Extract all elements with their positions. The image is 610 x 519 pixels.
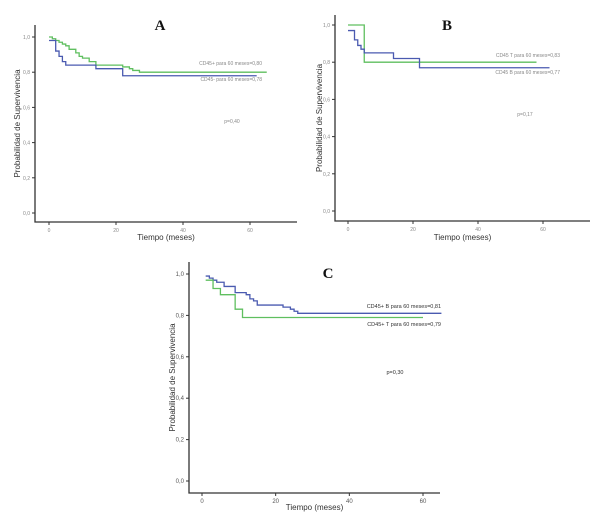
panel-title: C — [323, 266, 334, 282]
y-tick-label: 0,0 — [323, 209, 330, 215]
p-value-label: p=0,17 — [517, 112, 533, 118]
x-tick-label: 20 — [410, 227, 416, 233]
y-tick-label: 0,8 — [323, 60, 330, 66]
y-axis-label: Probabilidad de Supervivencia — [13, 69, 22, 178]
series-annotation: CD45- para 60 meses=0,78 — [200, 77, 262, 83]
series-annotation: CD45 B para 60 meses=0,77 — [495, 70, 560, 76]
y-tick-label: 0,6 — [23, 105, 30, 111]
y-tick-label: 0,6 — [176, 355, 185, 361]
chart-panel-a: 0,0 0,2 0,4 0,6 0,8 1,0 0 20 40 60 Probabilidad de… — [13, 18, 297, 242]
p-value-label: p=0,30 — [387, 370, 404, 376]
y-tick-label: 0,2 — [323, 172, 330, 178]
x-tick-label: 40 — [346, 499, 353, 505]
y-tick-label: 0,4 — [176, 396, 185, 402]
axis-lines — [334, 15, 590, 222]
survival-curve — [49, 39, 257, 77]
x-tick-label: 40 — [180, 228, 186, 234]
axis-lines — [34, 25, 297, 223]
x-tick-label: 0 — [200, 499, 204, 505]
y-tick-label: 0,8 — [176, 313, 185, 319]
survival-curve — [49, 36, 267, 73]
panel-title: A — [155, 18, 166, 34]
x-axis-label: Tiempo (meses) — [137, 233, 195, 242]
survival-curve — [348, 24, 537, 63]
y-tick-label: 0,0 — [176, 479, 185, 485]
x-tick-label: 20 — [113, 228, 119, 234]
survival-curve — [205, 275, 442, 314]
y-tick-label: 0,0 — [23, 211, 30, 217]
y-axis-label: Probabilidad de Supervivencia — [168, 323, 177, 432]
y-tick-label: 0,6 — [323, 97, 330, 103]
y-tick-label: 0,4 — [323, 135, 330, 141]
chart-panel-c: 0,0 0,2 0,4 0,6 0,8 1,0 0 20 40 60 Probabilidad de… — [168, 262, 442, 512]
x-tick-label: 60 — [420, 499, 427, 505]
y-tick-label: 0,4 — [23, 141, 30, 147]
y-axis-label: Probabilidad de Supervivencia — [315, 63, 324, 172]
series-annotation: CD45+ T para 60 meses=0,79 — [367, 322, 441, 328]
y-tick-label: 0,2 — [176, 438, 185, 444]
y-tick-label: 0,8 — [23, 70, 30, 76]
x-tick-label: 0 — [48, 228, 51, 234]
p-value-label: p=0,40 — [224, 119, 240, 125]
y-tick-label: 0,2 — [23, 176, 30, 182]
axis-lines — [188, 262, 440, 494]
survival-curve — [348, 29, 550, 69]
x-tick-label: 20 — [272, 499, 279, 505]
x-tick-label: 40 — [475, 227, 481, 233]
series-annotation: CD45 T para 60 meses=0,83 — [496, 53, 560, 59]
x-axis-label: Tiempo (meses) — [434, 233, 492, 242]
series-annotation: CD45+ B para 60 meses=0,81 — [367, 304, 441, 310]
x-axis-label: Tiempo (meses) — [286, 503, 344, 512]
y-tick-label: 1,0 — [23, 35, 30, 41]
series-annotation: CD45+ para 60 meses=0,80 — [199, 61, 262, 67]
panel-title: B — [442, 18, 452, 34]
y-tick-label: 1,0 — [176, 272, 185, 278]
x-tick-label: 0 — [347, 227, 350, 233]
x-tick-label: 60 — [540, 227, 546, 233]
x-tick-label: 60 — [247, 228, 253, 234]
chart-panel-b: 0,0 0,2 0,4 0,6 0,8 1,0 0 20 40 60 Probabilidad de… — [315, 15, 590, 242]
y-tick-label: 1,0 — [323, 23, 330, 29]
survival-curve — [205, 279, 423, 319]
